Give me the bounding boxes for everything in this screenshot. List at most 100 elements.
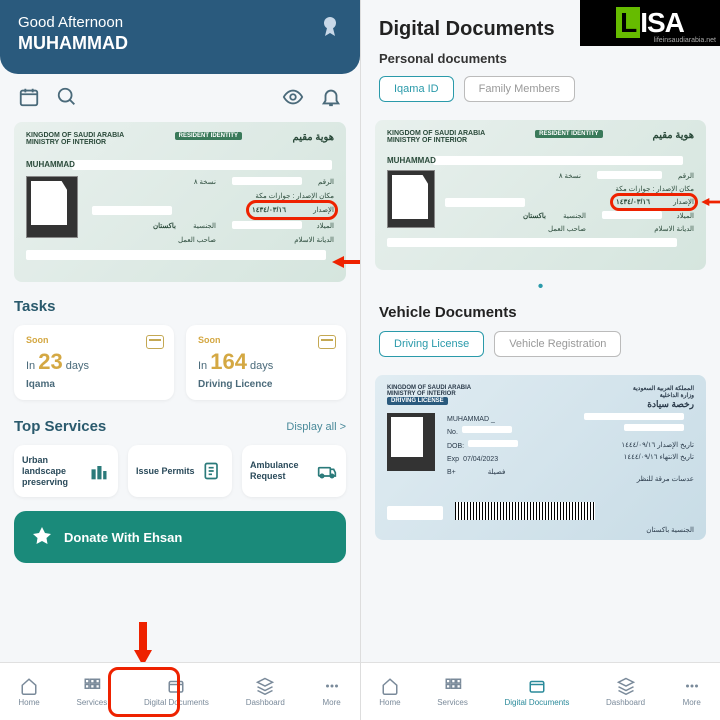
id-kingdom: KINGDOM OF SAUDI ARABIA	[26, 132, 124, 139]
more-icon	[682, 677, 702, 695]
id-name: MUHAMMAD	[387, 156, 436, 165]
iqama-card-right[interactable]: KINGDOM OF SAUDI ARABIA MINISTRY OF INTE…	[375, 120, 706, 270]
calendar-icon[interactable]	[18, 86, 40, 108]
badge-icon	[318, 14, 342, 38]
iqama-card[interactable]: KINGDOM OF SAUDI ARABIA MINISTRY OF INTE…	[14, 122, 346, 282]
page-indicator: •	[361, 270, 720, 304]
vehicle-docs-title: Vehicle Documents	[361, 304, 720, 331]
annotation-arrow	[700, 194, 720, 210]
nav-home[interactable]: Home	[18, 677, 39, 707]
lic-name: MUHAMMAD _	[447, 413, 518, 426]
id-number-label: الرقم	[318, 178, 334, 186]
wallet-icon	[527, 677, 547, 695]
personal-docs-title: Personal documents	[361, 51, 720, 76]
task-card-license[interactable]: Soon In 164 days Driving Licence	[186, 325, 346, 400]
home-icon	[19, 677, 39, 695]
redacted	[26, 250, 326, 260]
redacted	[387, 506, 443, 520]
task-card-iqama[interactable]: Soon In 23 days Iqama	[14, 325, 174, 400]
redacted	[597, 171, 662, 179]
screen-digital-docs: Digital Documents Personal documents Iqa…	[360, 0, 720, 720]
personal-pills: Iqama ID Family Members	[361, 76, 720, 114]
svc-ambulance[interactable]: Ambulance Request	[242, 445, 346, 497]
grid-icon	[82, 677, 102, 695]
id-religion: الديانة الاسلام	[294, 236, 334, 244]
id-birth: الميلاد	[316, 222, 334, 230]
id-nat: باكستان	[153, 222, 176, 230]
redacted	[92, 206, 172, 215]
card-icon	[318, 335, 336, 349]
lic-ministry-ar: وزارة الداخلية	[633, 392, 694, 399]
top-services-title: Top Services	[14, 418, 106, 435]
id-photo	[26, 176, 78, 238]
eye-icon[interactable]	[282, 86, 304, 108]
nav-digital-docs[interactable]: Digital Documents	[504, 677, 569, 707]
annotation-circle	[610, 193, 698, 211]
pill-license[interactable]: Driving License	[379, 331, 484, 357]
tasks-title: Tasks	[14, 298, 346, 315]
pill-family[interactable]: Family Members	[464, 76, 575, 102]
search-icon[interactable]	[56, 86, 78, 108]
building-icon	[88, 460, 110, 482]
nav-dashboard[interactable]: Dashboard	[606, 677, 645, 707]
nav-more[interactable]: More	[682, 677, 702, 707]
id-arabic-title: هوية مقيم	[293, 132, 334, 146]
display-all-link[interactable]: Display all >	[286, 421, 346, 433]
redacted	[387, 238, 677, 247]
id-issue-place: مكان الإصدار : جوازات مكة	[615, 185, 694, 193]
svc-permits[interactable]: Issue Permits	[128, 445, 232, 497]
logo-subtitle: lifeinsaudiarabia.net	[654, 37, 716, 44]
grid-icon	[443, 677, 463, 695]
nav-services[interactable]: Services	[77, 677, 108, 707]
layers-icon	[616, 677, 636, 695]
lisa-logo: LISA lifeinsaudiarabia.net	[580, 0, 720, 46]
card-icon	[146, 335, 164, 349]
redacted	[445, 198, 525, 207]
more-icon	[322, 677, 342, 695]
id-version: نسخة ٨	[559, 172, 581, 180]
header: Good Afternoon MUHAMMAD	[0, 0, 360, 74]
task-label: Driving Licence	[198, 379, 334, 390]
barcode	[455, 502, 595, 520]
id-employer: صاحب العمل	[178, 236, 216, 244]
annotation-arrow	[330, 254, 360, 270]
id-photo	[387, 170, 435, 228]
greeting: Good Afternoon	[18, 14, 342, 31]
lic-fields: MUHAMMAD _ No. DOB: Exp 07/04/2023 B+ فص…	[447, 413, 518, 479]
resident-badge: RESIDENT IDENTITY	[175, 132, 242, 140]
tasks-row: Soon In 23 days Iqama Soon In 164 days D…	[14, 325, 346, 400]
redacted	[584, 413, 684, 420]
bottom-nav: Home Services Digital Documents Dashboar…	[0, 662, 360, 720]
lic-nat: الجنسية باكستان	[646, 526, 694, 534]
id-employer: صاحب العمل	[548, 225, 586, 233]
id-nat: باكستان	[523, 212, 546, 220]
id-ministry: MINISTRY OF INTERIOR	[26, 139, 124, 146]
pill-iqama[interactable]: Iqama ID	[379, 76, 454, 102]
pill-registration[interactable]: Vehicle Registration	[494, 331, 621, 357]
redacted	[602, 211, 662, 219]
id-number-label: الرقم	[678, 172, 694, 180]
redacted	[433, 156, 683, 165]
task-soon: Soon	[26, 335, 162, 345]
task-label: Iqama	[26, 379, 162, 390]
donate-banner[interactable]: Donate With Ehsan	[14, 511, 346, 563]
id-kingdom: KINGDOM OF SAUDI ARABIA	[387, 130, 485, 137]
lic-title-ar: رخصة سيادة	[633, 399, 694, 410]
id-nat-label: الجنسية	[193, 222, 216, 230]
nav-services[interactable]: Services	[437, 677, 468, 707]
bell-icon[interactable]	[320, 86, 342, 108]
redacted	[462, 426, 512, 433]
lic-restrict: عدسات مرقة للنظر	[637, 475, 694, 483]
nav-more[interactable]: More	[322, 677, 342, 707]
lic-badge: DRIVING LICENSE	[387, 397, 448, 405]
ehsan-icon	[30, 525, 54, 549]
nav-dashboard[interactable]: Dashboard	[246, 677, 285, 707]
license-card[interactable]: KINGDOM OF SAUDI ARABIA MINISTRY OF INTE…	[375, 375, 706, 540]
id-version: نسخة ٨	[194, 178, 216, 186]
redacted	[468, 440, 518, 447]
id-issue-place: مكان الإصدار : جوازات مكة	[255, 192, 334, 200]
svc-urban[interactable]: Urban landscape preserving	[14, 445, 118, 497]
nav-home[interactable]: Home	[379, 677, 400, 707]
id-arabic-title: هوية مقيم	[653, 130, 694, 144]
home-icon	[380, 677, 400, 695]
